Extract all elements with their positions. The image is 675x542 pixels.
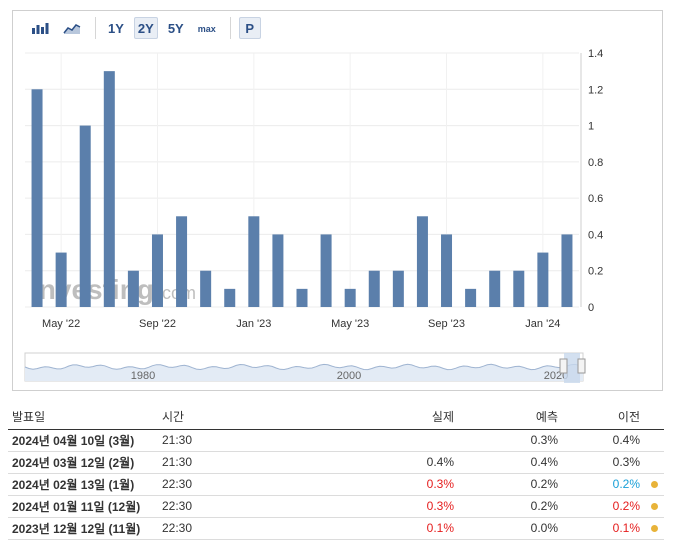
range-button-5y[interactable]: 5Y xyxy=(167,20,184,36)
bar[interactable] xyxy=(176,216,188,307)
header-date: 발표일 xyxy=(8,405,158,430)
revision-dot-icon[interactable] xyxy=(650,503,658,510)
cell-forecast: 0.0% xyxy=(458,517,562,540)
table-row: 2024년 01월 11일 (12월) 22:30 0.3% 0.2% 0.2% xyxy=(8,495,664,518)
x-tick-label: Jan '24 xyxy=(525,318,560,330)
cell-actual: 0.3% xyxy=(258,473,458,496)
cell-previous: 0.4% xyxy=(562,429,644,452)
cell-previous: 0.3% xyxy=(562,451,644,474)
y-tick-label: 1 xyxy=(588,121,594,133)
cell-time: 21:30 xyxy=(158,451,258,474)
table-row: 2024년 02월 13일 (1월) 22:30 0.3% 0.2% 0.2% xyxy=(8,473,664,496)
y-tick-label: 0.8 xyxy=(588,157,603,169)
bar[interactable] xyxy=(344,288,356,307)
navigator-handle-right[interactable] xyxy=(577,358,586,374)
bar[interactable] xyxy=(416,216,428,307)
table-header-row: 발표일 시간 실제 예측 이전 xyxy=(8,405,664,430)
table-row: 2023년 12월 12일 (11월) 22:30 0.1% 0.0% 0.1% xyxy=(8,517,664,540)
y-tick-label: 0.2 xyxy=(588,266,603,278)
history-table: 발표일 시간 실제 예측 이전 2024년 04월 10일 (3월) 21:30 0… xyxy=(8,405,664,540)
bar[interactable] xyxy=(79,125,91,307)
header-previous: 이전 xyxy=(562,405,644,430)
toolbar-divider xyxy=(229,17,231,39)
area-chart-icon[interactable] xyxy=(59,17,85,39)
bar[interactable] xyxy=(296,288,308,307)
cell-time: 21:30 xyxy=(158,429,258,452)
bar[interactable] xyxy=(537,252,549,307)
bar[interactable] xyxy=(103,71,115,307)
x-tick-label: May '23 xyxy=(331,318,369,330)
y-tick-label: 0.6 xyxy=(588,193,603,205)
cell-date: 2023년 12월 12일 (11월) xyxy=(8,517,158,540)
navigator-year-label: 2000 xyxy=(337,370,361,382)
cell-actual: 0.1% xyxy=(258,517,458,540)
bar[interactable] xyxy=(224,288,236,307)
navigator-handle-left[interactable] xyxy=(559,358,568,374)
navigator-series-line xyxy=(24,363,584,371)
cell-actual: 0.4% xyxy=(258,451,458,474)
range-button-max[interactable]: max xyxy=(197,24,216,34)
cell-actual: 0.3% xyxy=(258,495,458,518)
revision-dot-icon[interactable] xyxy=(650,525,658,532)
cell-actual xyxy=(258,429,458,452)
navigator-selection[interactable] xyxy=(564,353,580,383)
header-time: 시간 xyxy=(158,405,258,430)
cell-date: 2024년 03월 12일 (2월) xyxy=(8,451,158,474)
navigator-year-label: 1980 xyxy=(131,370,155,382)
range-button-1y[interactable]: 1Y xyxy=(108,20,124,36)
bar[interactable] xyxy=(513,270,525,307)
p-button[interactable]: P xyxy=(238,17,261,39)
bar[interactable] xyxy=(127,270,139,307)
table-row: 2024년 03월 12일 (2월) 21:30 0.4% 0.4% 0.3% xyxy=(8,451,664,474)
chart-toolbar: 1Y 2Y 5Y max P xyxy=(27,15,267,41)
bar[interactable] xyxy=(151,234,163,307)
cell-forecast: 0.4% xyxy=(458,451,562,474)
cell-date: 2024년 02월 13일 (1월) xyxy=(8,473,158,496)
bar[interactable] xyxy=(200,270,212,307)
revision-dot-icon[interactable] xyxy=(650,481,658,488)
cell-previous: 0.2% xyxy=(562,495,644,518)
toolbar-divider xyxy=(95,17,96,39)
bar[interactable] xyxy=(31,89,43,308)
cell-time: 22:30 xyxy=(158,473,258,496)
bar[interactable] xyxy=(465,288,477,307)
y-tick-label: 0.4 xyxy=(588,229,603,241)
header-actual: 실제 xyxy=(258,405,458,430)
bar[interactable] xyxy=(55,252,67,307)
bar[interactable] xyxy=(489,270,501,307)
bar[interactable] xyxy=(392,270,404,307)
x-tick-label: Sep '23 xyxy=(428,318,465,330)
cell-forecast: 0.3% xyxy=(458,429,562,452)
cell-time: 22:30 xyxy=(158,517,258,540)
cell-forecast: 0.2% xyxy=(458,495,562,518)
range-navigator[interactable]: 1980 2000 2020 xyxy=(13,11,664,392)
bar[interactable] xyxy=(272,234,284,307)
x-tick-label: May '22 xyxy=(42,318,80,330)
cell-previous: 0.2% xyxy=(562,473,644,496)
y-tick-label: 1.4 xyxy=(588,48,603,60)
bar[interactable] xyxy=(320,234,332,307)
cell-previous: 0.1% xyxy=(562,517,644,540)
cell-forecast: 0.2% xyxy=(458,473,562,496)
navigator-series-area xyxy=(25,364,583,381)
table-row: 2024년 04월 10일 (3월) 21:30 0.3% 0.4% xyxy=(8,429,664,452)
chart-panel: 1Y 2Y 5Y max P Investing .com 00.20.40.6… xyxy=(12,10,663,391)
y-tick-label: 1.2 xyxy=(588,84,603,96)
x-tick-label: Sep '22 xyxy=(139,318,176,330)
range-button-2y[interactable]: 2Y xyxy=(133,17,158,39)
bar-chart-icon[interactable] xyxy=(27,17,53,39)
y-tick-label: 0 xyxy=(588,302,594,314)
x-tick-label: Jan '23 xyxy=(236,318,271,330)
cell-date: 2024년 04월 10일 (3월) xyxy=(8,429,158,452)
main-chart: Investing .com 00.20.40.60.811.21.4 May … xyxy=(25,48,603,330)
cell-time: 22:30 xyxy=(158,495,258,518)
bar[interactable] xyxy=(368,270,380,307)
bar[interactable] xyxy=(561,234,573,307)
bar[interactable] xyxy=(441,234,453,307)
cell-date: 2024년 01월 11일 (12월) xyxy=(8,495,158,518)
bar[interactable] xyxy=(248,216,260,307)
header-forecast: 예측 xyxy=(458,405,562,430)
